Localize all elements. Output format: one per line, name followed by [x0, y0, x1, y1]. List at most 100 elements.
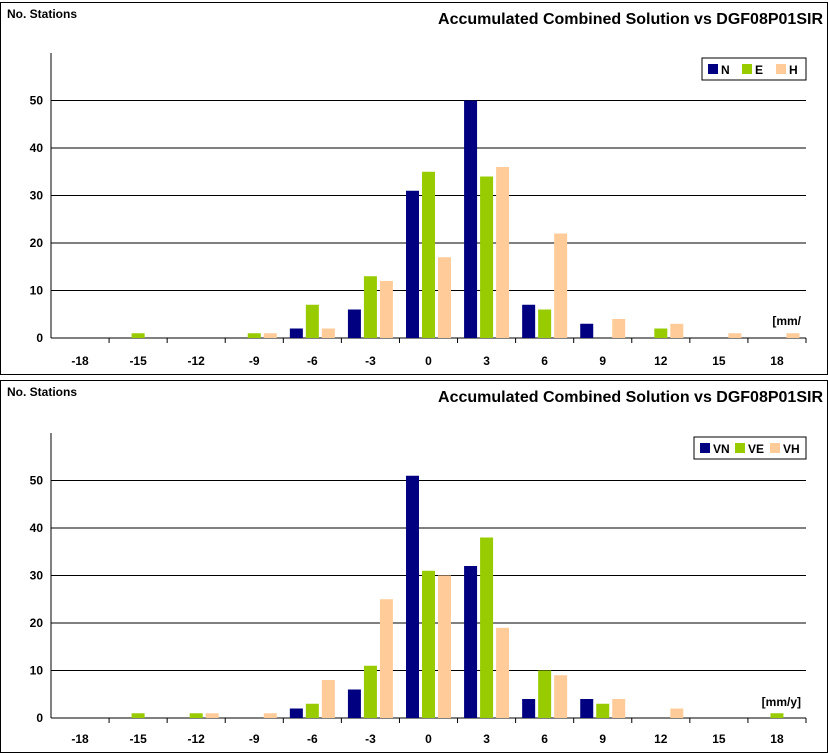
y-tick-label: 30: [30, 569, 44, 583]
bar-e: [131, 333, 145, 338]
x-tick-label: -12: [188, 354, 206, 368]
x-tick-label: -6: [307, 732, 318, 746]
x-tick-label: -9: [249, 732, 260, 746]
bar-ve: [363, 665, 377, 718]
bar-vh: [321, 680, 335, 718]
legend: VN VE VH: [693, 436, 807, 460]
x-tick-label: -3: [365, 354, 376, 368]
unit-label: [mm/: [772, 314, 801, 328]
y-tick-label: 40: [30, 521, 44, 535]
bar-n: [464, 100, 478, 338]
bar-h: [612, 319, 626, 338]
bar-e: [422, 171, 435, 338]
bar-vh: [554, 675, 568, 718]
bar-n: [289, 328, 303, 338]
bar-e: [305, 304, 319, 338]
y-tick-label: 10: [30, 664, 44, 678]
bar-vn: [522, 699, 536, 718]
bar-n: [522, 304, 536, 338]
bar-ve: [596, 703, 610, 718]
x-tick-label: -9: [249, 354, 260, 368]
legend-swatch-h: [776, 64, 786, 74]
y-tick-label: 50: [30, 94, 44, 108]
bar-chart-displacement: 0 10 20 30 40 50 -18 -15 -12 -9 -6 -3 0 3 6 9 12 15 18 [mm/…: [30, 53, 807, 368]
y-axis-label: No. Stations: [7, 385, 78, 399]
legend-swatch-vh: [770, 443, 780, 453]
bar-n: [406, 190, 419, 338]
bar-vh: [670, 708, 684, 718]
bar-h: [379, 281, 393, 338]
bar-h: [786, 333, 800, 338]
x-tick-label: 6: [541, 732, 548, 746]
bar-h: [496, 167, 510, 338]
bar-e: [480, 176, 494, 338]
x-tick-label: -18: [71, 732, 89, 746]
bar-ve: [422, 570, 435, 718]
bar-n: [347, 309, 361, 338]
x-tick-label: 15: [712, 732, 726, 746]
x-tick-label: -6: [307, 354, 318, 368]
chart-panel-bottom: No. Stations Accumulated Combined Soluti…: [0, 380, 828, 753]
x-tick-label: 0: [425, 732, 432, 746]
bar-vh: [263, 713, 277, 718]
legend-label-ve: VE: [748, 442, 764, 456]
bar-e: [654, 328, 668, 338]
x-tick-label: 9: [599, 732, 606, 746]
x-tick-label: 9: [599, 354, 606, 368]
legend-box: [701, 57, 807, 81]
bar-n: [580, 323, 594, 338]
y-tick-label: 40: [30, 141, 44, 155]
bar-vh: [379, 599, 393, 718]
bar-vn: [464, 566, 478, 718]
x-tick-label: -12: [188, 732, 206, 746]
y-tick-label: 20: [30, 236, 44, 250]
y-tick-label: 50: [30, 474, 44, 488]
legend-label-e: E: [755, 63, 763, 77]
bar-vn: [406, 475, 419, 718]
bar-e: [363, 276, 377, 338]
x-tick-label: 12: [654, 354, 668, 368]
x-tick-label: 6: [541, 354, 548, 368]
x-tick-label: 12: [654, 732, 668, 746]
y-tick-label: 0: [36, 331, 43, 345]
y-tick-label: 0: [36, 711, 43, 725]
chart-title: Accumulated Combined Solution vs DGF08P0…: [438, 11, 823, 28]
y-tick-label: 20: [30, 616, 44, 630]
chart-panel-top: No. Stations Accumulated Combined Soluti…: [0, 2, 828, 375]
legend-swatch-ve: [735, 443, 745, 453]
x-tick-label: -15: [129, 732, 147, 746]
bar-chart-velocity: 0 10 20 30 40 50 -18 -15 -12 -9 -6 -3 0 3 6 9 12 15 18 [mm/…: [30, 433, 807, 746]
bar-vh: [205, 713, 219, 718]
y-tick-label: 10: [30, 284, 44, 298]
legend-label-n: N: [721, 63, 730, 77]
y-axis-label: No. Stations: [7, 7, 78, 21]
bar-ve: [770, 713, 784, 718]
x-tick-label: 3: [483, 732, 490, 746]
bar-h: [438, 257, 451, 338]
bar-vn: [580, 699, 594, 718]
legend-swatch-vn: [700, 443, 710, 453]
bar-h: [321, 328, 335, 338]
bar-vn: [347, 689, 361, 718]
x-tick-label: 18: [770, 732, 784, 746]
bar-ve: [538, 670, 552, 718]
bar-h: [554, 233, 568, 338]
legend-box: [693, 436, 807, 460]
x-tick-label: 3: [483, 354, 490, 368]
bar-vh: [496, 627, 510, 718]
bar-h: [670, 323, 684, 338]
bar-vn: [289, 708, 303, 718]
unit-label: [mm/y]: [762, 695, 801, 709]
x-tick-label: -3: [365, 732, 376, 746]
x-tick-label: 18: [770, 354, 784, 368]
bar-h: [728, 333, 742, 338]
x-tick-label: -15: [129, 354, 147, 368]
bar-ve: [305, 703, 319, 718]
legend-swatch-e: [742, 64, 752, 74]
legend-label-vh: VH: [783, 442, 800, 456]
bar-ve: [189, 713, 203, 718]
legend-swatch-n: [708, 64, 718, 74]
legend-label-h: H: [789, 63, 798, 77]
bar-e: [247, 333, 261, 338]
